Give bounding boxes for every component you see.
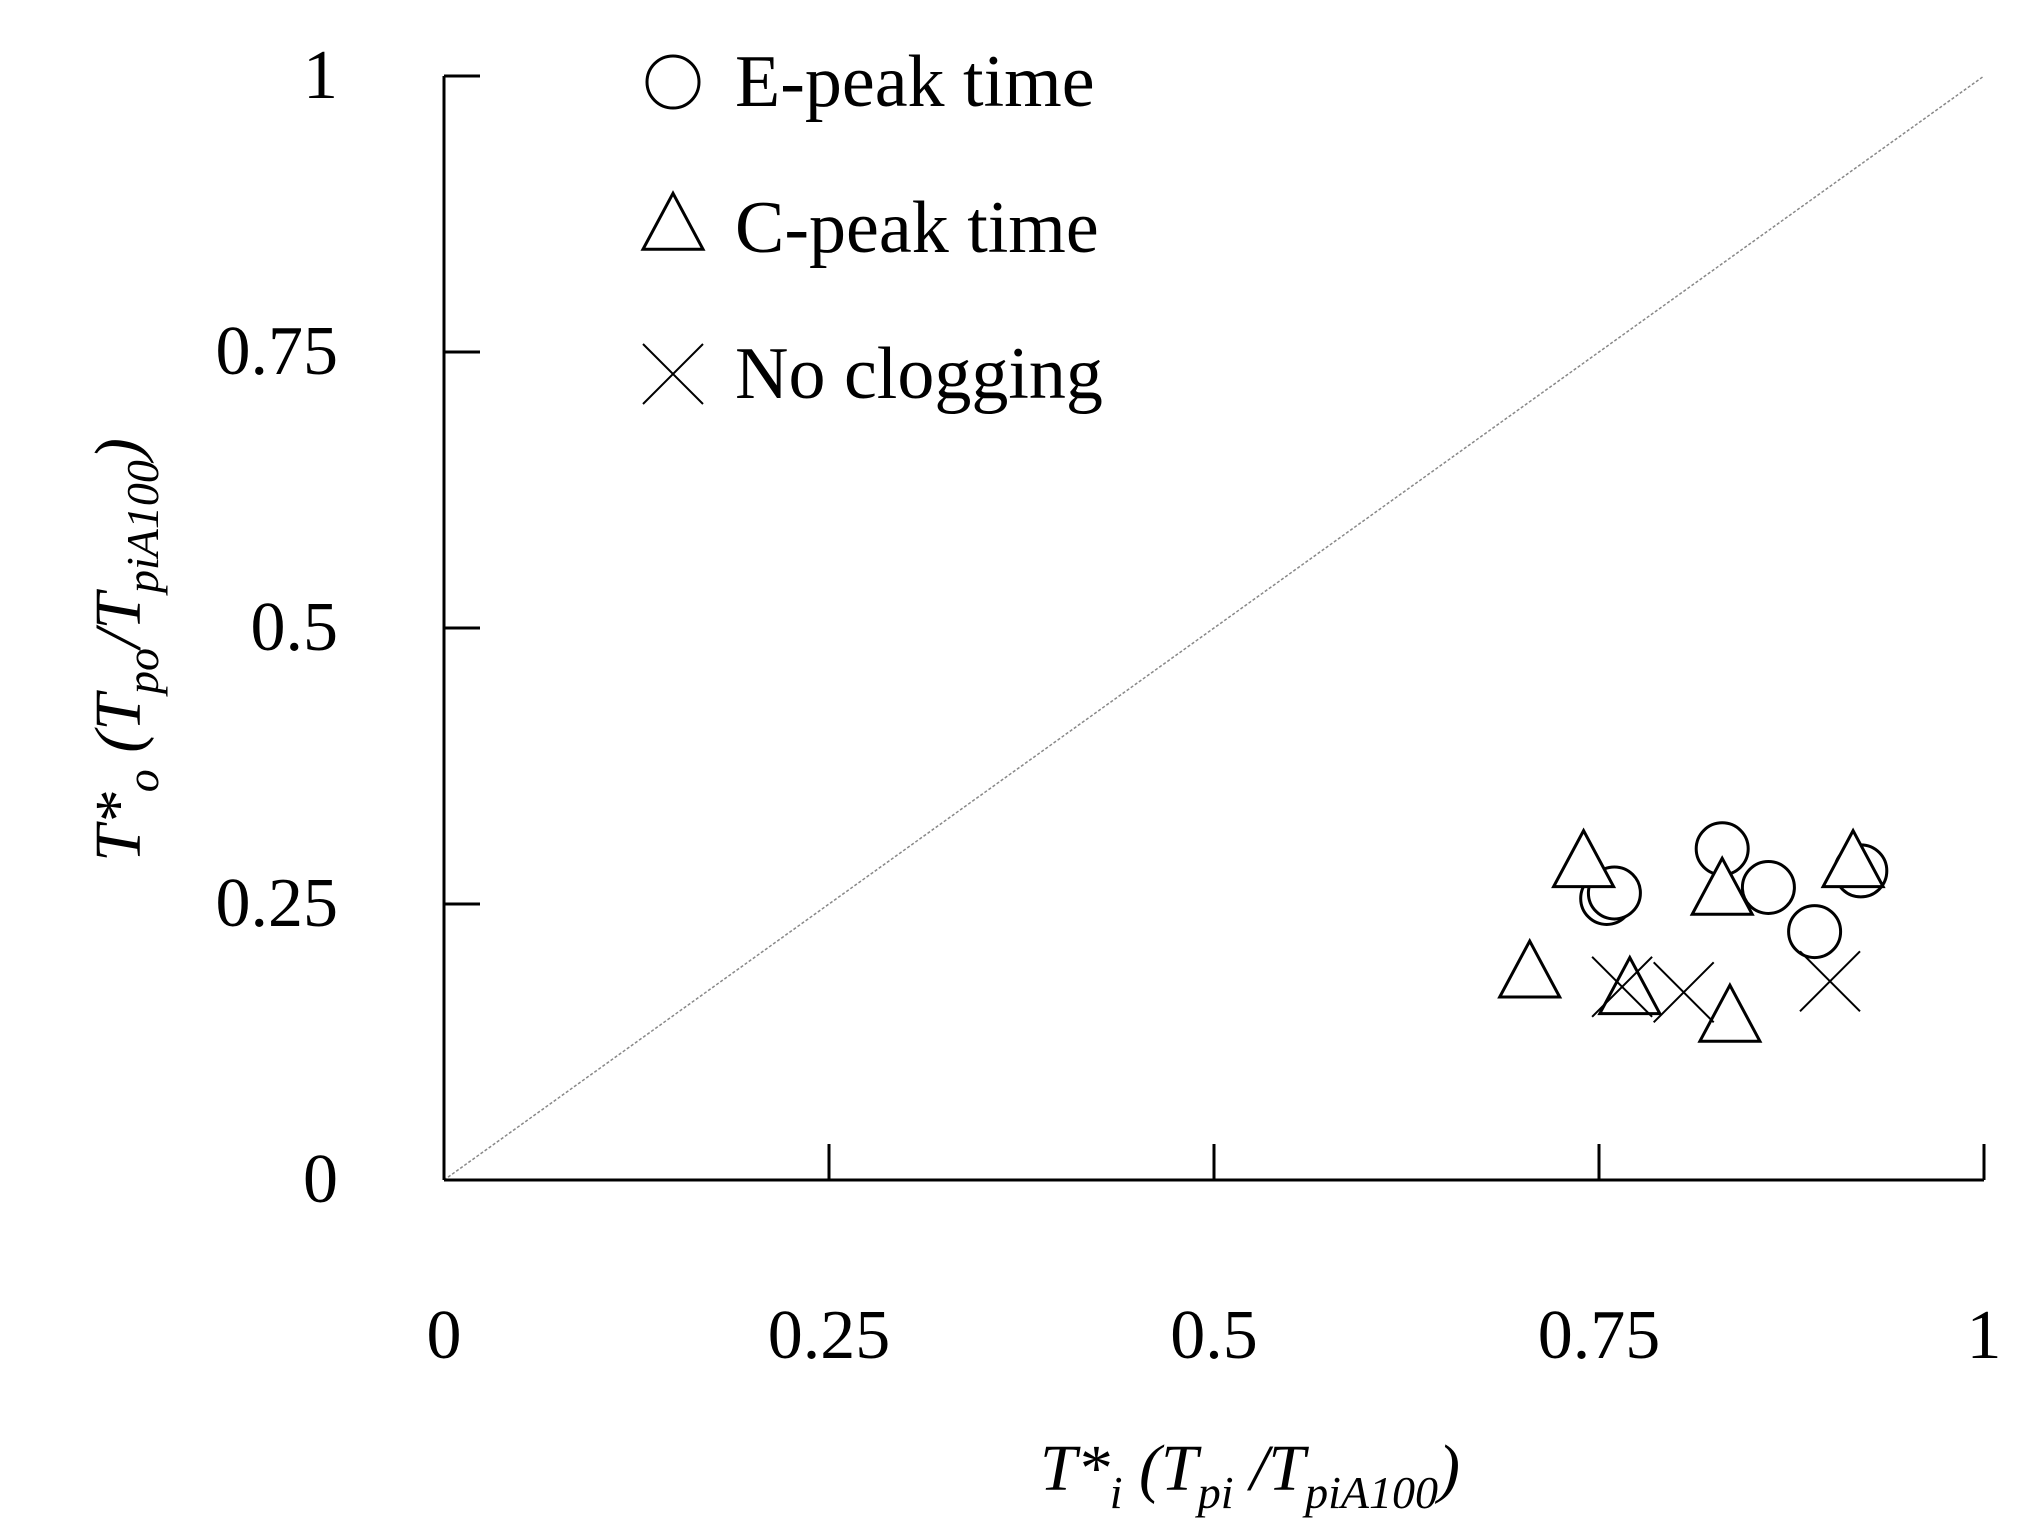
- x-axis-title: T*i (Tpi /TpiA100): [1040, 1432, 1460, 1518]
- x-axis: 0 0.25 0.5 0.75 1: [427, 1144, 2002, 1374]
- triangle-data-point: [1497, 937, 1563, 999]
- legend-label: E-peak time: [735, 41, 1095, 123]
- reference-diagonal-line: [443, 75, 1985, 1181]
- x-tick-label: 0.75: [1538, 1297, 1661, 1374]
- legend-label: No clogging: [735, 333, 1103, 415]
- triangle-data-point: [1697, 982, 1763, 1043]
- y-tick-label: 0.5: [251, 589, 339, 666]
- legend-circle-icon: [645, 54, 701, 110]
- triangle-data-point: [1551, 827, 1617, 889]
- y-axis: 0 0.25 0.5 0.75 1: [216, 37, 480, 1218]
- cross-data-point: [1652, 961, 1715, 1024]
- legend-label: C-peak time: [735, 187, 1099, 269]
- triangle-data-point: [1820, 827, 1886, 889]
- cross-data-point: [1799, 950, 1861, 1012]
- y-axis-title: T*o (Tpo/TpiA100): [82, 438, 168, 862]
- triangle-data-point: [1689, 855, 1755, 916]
- data-points: [1497, 821, 1889, 1043]
- y-tick-label: 0.75: [216, 313, 339, 390]
- circle-data-point: [1740, 859, 1796, 915]
- x-tick-label: 0: [427, 1297, 462, 1374]
- cross-data-point: [1591, 956, 1653, 1018]
- x-tick-label: 1: [1967, 1297, 2002, 1374]
- circle-data-point: [1787, 904, 1843, 960]
- x-tick-label: 0.25: [768, 1297, 891, 1374]
- y-tick-label: 0: [303, 1141, 338, 1218]
- triangle-data-point: [1597, 954, 1663, 1016]
- legend-cross-icon: [642, 343, 704, 405]
- y-tick-label: 0.25: [216, 865, 339, 942]
- y-tick-label: 1: [303, 37, 338, 114]
- legend: E-peak time C-peak time No clogging: [640, 41, 1103, 415]
- x-tick-label: 0.5: [1170, 1297, 1258, 1374]
- legend-triangle-icon: [640, 190, 706, 251]
